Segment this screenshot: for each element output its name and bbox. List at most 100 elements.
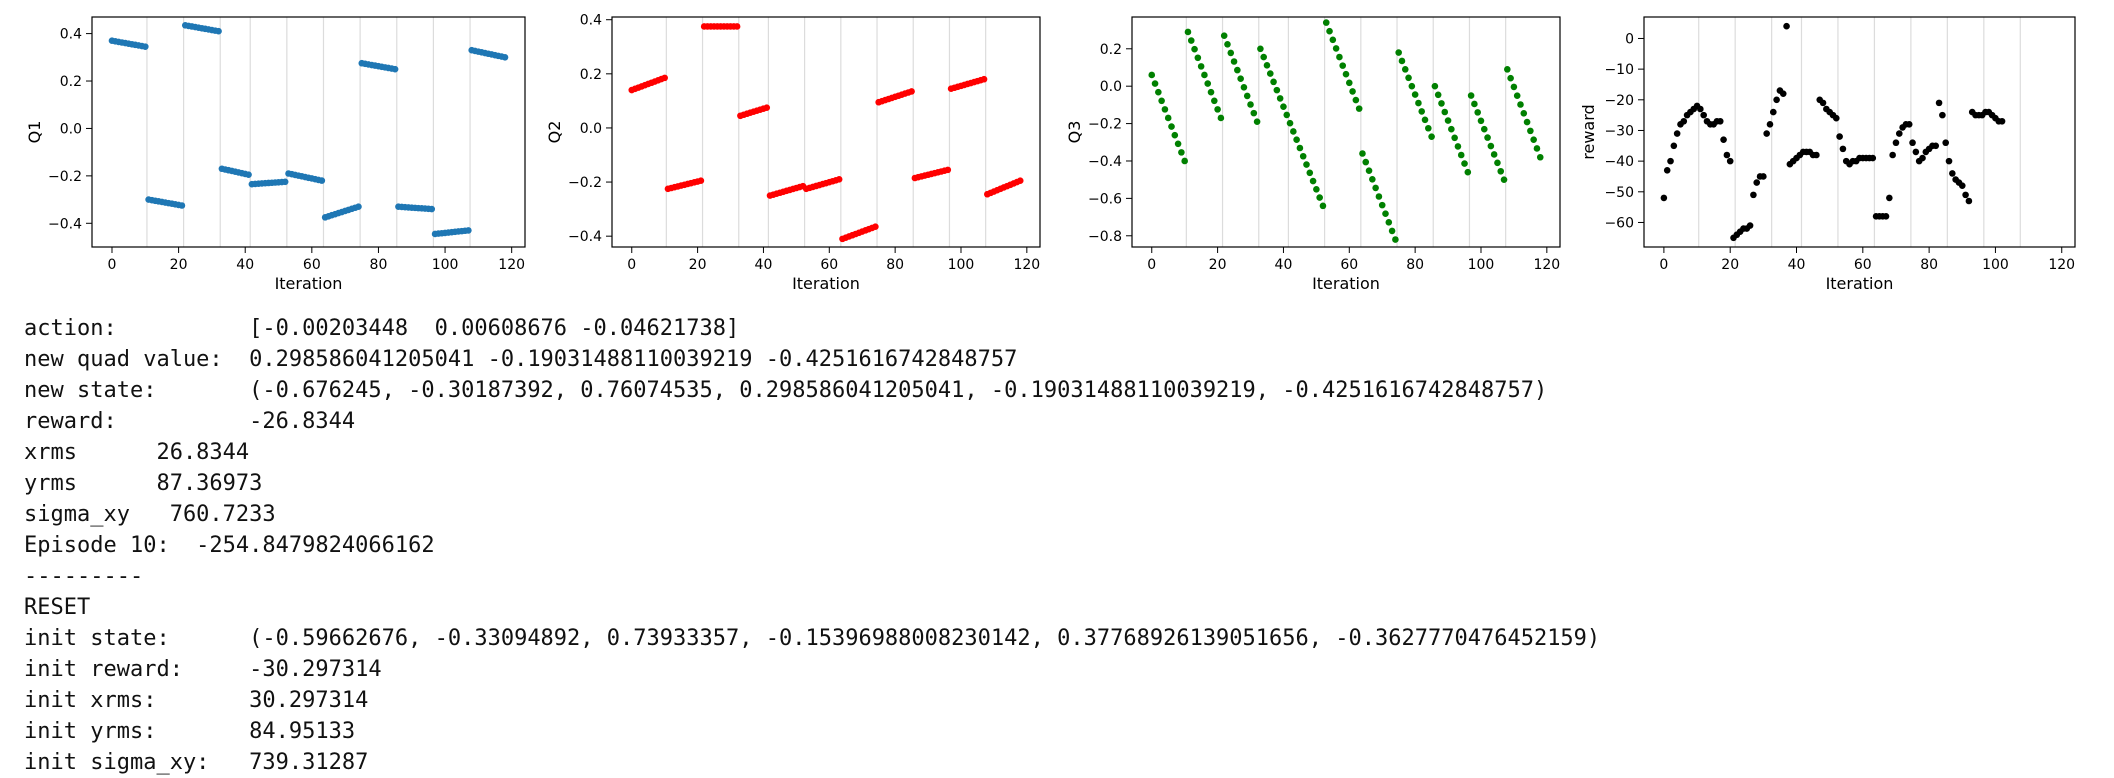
q1-chart: 0 20 40 60 80 100 120 0.4 0.2 0.0 −0.2 −0.4 Iteratio… <box>25 16 526 293</box>
data-point <box>1697 105 1704 113</box>
x-tick-label: 60 <box>1854 257 1872 273</box>
data-point <box>697 177 705 185</box>
data-point <box>1939 111 1946 119</box>
y-tick-label: −0.8 <box>1088 229 1122 245</box>
y-tick-label: 0.2 <box>60 74 82 90</box>
data-point <box>1296 144 1304 152</box>
x-tick-label: 100 <box>1468 257 1495 273</box>
console-output: action: [-0.00203448 0.00608676 -0.04621… <box>24 313 1600 778</box>
y-tick-label: −0.2 <box>1088 117 1122 133</box>
data-point <box>1362 158 1370 166</box>
console-line: sigma_xy 760.7233 <box>24 502 276 527</box>
data-point <box>1161 106 1169 113</box>
data-point <box>1329 36 1337 44</box>
data-point <box>1517 101 1524 108</box>
x-axis-label: Iteration <box>1312 274 1380 293</box>
plot-panel: 0 20 40 60 80 100 120 0.4 0.2 0.0 −0.2 −0.4 Iteratio… <box>0 0 2114 300</box>
x-tick-label: 80 <box>886 257 904 273</box>
data-point <box>1405 74 1412 82</box>
data-point <box>1513 92 1521 100</box>
data-point <box>1467 92 1475 99</box>
data-point <box>1148 71 1156 79</box>
data-point <box>1935 99 1943 107</box>
data-point <box>1527 127 1534 135</box>
data-point <box>1770 108 1777 116</box>
data-point <box>1438 100 1445 107</box>
data-point <box>1474 109 1481 116</box>
data-point <box>1461 160 1468 167</box>
x-tick-label: 0 <box>1659 257 1668 273</box>
data-point <box>1836 133 1843 140</box>
data-point <box>1187 37 1195 44</box>
data-point <box>1949 170 1956 177</box>
x-axis-label: Iteration <box>275 274 343 293</box>
y-tick-label: −30 <box>1604 123 1634 139</box>
data-point <box>1266 70 1274 77</box>
data-point <box>1332 45 1340 52</box>
data-point <box>1171 131 1179 139</box>
data-point <box>1441 108 1449 116</box>
data-point <box>178 202 186 209</box>
x-tick-label: 120 <box>1533 257 1560 273</box>
x-tick-label: 80 <box>1406 257 1424 273</box>
y-tick-label: −20 <box>1604 93 1634 109</box>
data-point <box>1260 53 1267 61</box>
data-point <box>1895 130 1903 137</box>
data-point <box>1016 177 1024 185</box>
axes-frame <box>1643 16 2076 248</box>
data-point <box>1494 159 1501 167</box>
data-point <box>1536 153 1544 161</box>
data-point <box>1448 125 1455 133</box>
data-point <box>1273 86 1281 94</box>
data-point <box>1663 167 1671 174</box>
data-point <box>1365 167 1373 175</box>
data-point <box>1520 110 1528 117</box>
x-tick-label: 20 <box>1209 257 1227 273</box>
data-point <box>1832 114 1840 122</box>
data-point <box>1892 139 1900 147</box>
data-point <box>1942 139 1949 147</box>
data-point <box>1869 154 1877 162</box>
console-line: init sigma_xy: 739.31287 <box>24 750 369 775</box>
console-line: xrms 26.8344 <box>24 440 250 465</box>
data-point <box>1667 157 1674 165</box>
axes-frame <box>611 16 1041 248</box>
data-point <box>1746 222 1754 229</box>
axes-frame <box>1131 16 1561 248</box>
data-point <box>1418 108 1426 115</box>
y-axis-label: Q2 <box>545 121 564 144</box>
data-point <box>1309 177 1317 185</box>
data-point <box>908 88 915 95</box>
console-line: yrms 87.36973 <box>24 471 263 496</box>
reward-chart: 0 20 40 60 80 100 120 0 −10 −20 −30 −40 −50 −60 Iterat… <box>1579 16 2076 293</box>
data-point <box>1326 27 1333 35</box>
data-point <box>1276 95 1284 102</box>
data-point <box>1392 236 1399 243</box>
data-point <box>1257 45 1264 53</box>
data-point <box>1352 96 1360 104</box>
y-tick-label: −60 <box>1604 215 1634 231</box>
data-point <box>1174 140 1182 148</box>
x-tick-label: 60 <box>303 257 321 273</box>
data-point <box>1720 136 1727 143</box>
data-point <box>1378 201 1386 209</box>
data-point <box>1480 125 1488 133</box>
data-point <box>1155 88 1162 96</box>
data-point <box>1184 28 1192 36</box>
data-point <box>1306 169 1314 177</box>
data-point <box>1716 117 1724 125</box>
data-point <box>1753 179 1761 186</box>
data-point <box>1763 130 1770 137</box>
data-point <box>1263 62 1271 69</box>
data-point <box>501 54 509 61</box>
data-point <box>835 176 843 183</box>
x-tick-label: 100 <box>1982 257 2009 273</box>
data-point <box>1270 78 1277 86</box>
data-point <box>1444 117 1452 124</box>
x-axis-label: Iteration <box>1826 274 1894 293</box>
data-point <box>1965 197 1973 205</box>
data-point <box>1220 32 1228 39</box>
data-point <box>1723 151 1731 159</box>
data-point <box>1250 109 1258 117</box>
x-tick-label: 40 <box>1275 257 1293 273</box>
